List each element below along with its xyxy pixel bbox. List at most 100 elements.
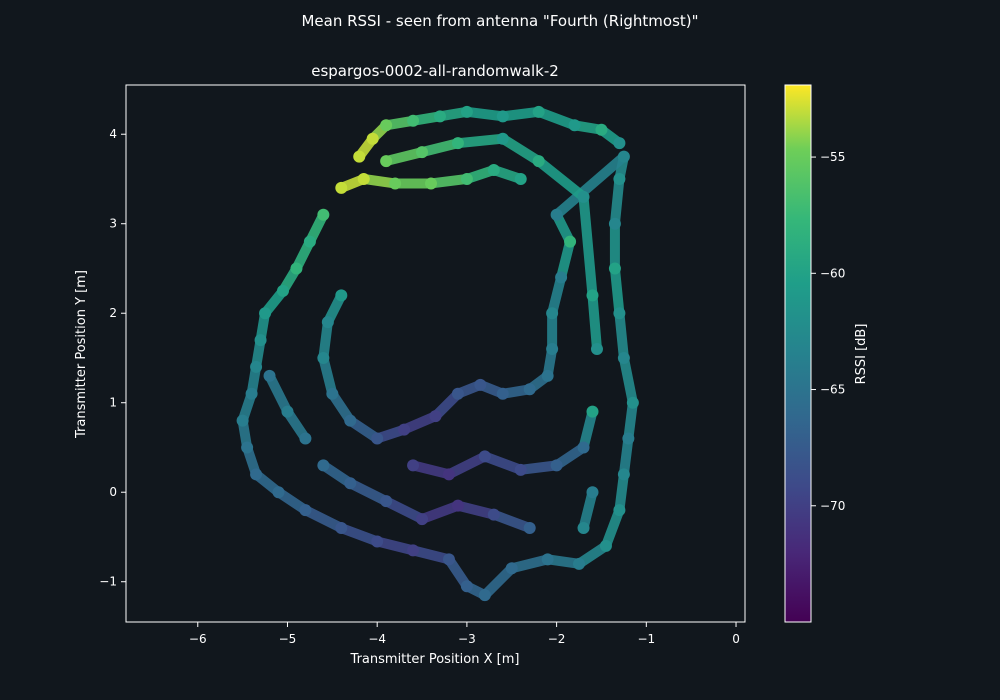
scatter-point xyxy=(321,316,334,329)
scatter-point xyxy=(451,137,464,150)
scatter-point xyxy=(335,522,348,535)
scatter-point xyxy=(335,181,348,194)
scatter-point xyxy=(496,132,509,145)
scatter-point xyxy=(317,351,330,364)
scatter-point xyxy=(514,172,527,185)
scatter-point xyxy=(317,459,330,472)
scatter-point xyxy=(613,172,626,185)
scatter-point xyxy=(505,562,518,575)
scatter-point xyxy=(474,378,487,391)
colorbar-tick-label: −65 xyxy=(820,383,845,397)
scatter-point xyxy=(276,284,289,297)
scatter-point xyxy=(236,414,249,427)
scatter-point xyxy=(366,132,379,145)
scatter-point xyxy=(241,441,254,454)
scatter-point xyxy=(496,387,509,400)
scatter-point xyxy=(416,513,429,526)
scatter-point xyxy=(550,208,563,221)
x-tick-label: −2 xyxy=(548,632,566,646)
scatter-point xyxy=(290,262,303,275)
scatter-point xyxy=(568,119,581,132)
trajectory-segment xyxy=(609,263,625,319)
trajectory-segment xyxy=(614,469,629,516)
scatter-point xyxy=(586,405,599,418)
trajectory-segment xyxy=(461,106,508,122)
scatter-point xyxy=(617,150,630,163)
trajectory-segment xyxy=(318,317,333,363)
colorbar-tick-label: −60 xyxy=(820,266,845,280)
trajectory-segment xyxy=(417,500,463,525)
scatter-point xyxy=(496,110,509,123)
x-axis-label: Transmitter Position X [m] xyxy=(350,652,520,667)
scatter-point xyxy=(532,155,545,168)
trajectory-segment xyxy=(426,173,472,189)
scatter-point xyxy=(550,459,563,472)
scatter-point xyxy=(259,307,272,320)
scatter-point xyxy=(317,208,330,221)
scatter-point xyxy=(577,190,590,203)
scatter-point xyxy=(442,553,455,566)
trajectory-segment xyxy=(547,272,567,319)
scatter-point xyxy=(487,164,500,177)
x-tick-label: −4 xyxy=(368,632,386,646)
plot-area-frame xyxy=(125,84,746,623)
scatter-point xyxy=(523,522,536,535)
scatter-point xyxy=(514,463,527,476)
trajectory-segment xyxy=(578,406,598,453)
trajectory-segment xyxy=(618,433,634,480)
scatter-point xyxy=(380,119,393,132)
scatter-point xyxy=(599,539,612,552)
scatter-point xyxy=(460,105,473,118)
scatter-point xyxy=(326,387,339,400)
trajectory-segment xyxy=(264,370,293,417)
scatter-point xyxy=(487,508,500,521)
scatter-point xyxy=(622,432,635,445)
trajectory-segment xyxy=(556,236,576,283)
scatter-point xyxy=(250,360,263,373)
trajectory-segment xyxy=(408,545,454,565)
scatter-point xyxy=(590,343,603,356)
scatter-point xyxy=(281,405,294,418)
scatter-points xyxy=(236,105,639,602)
trajectory-segment xyxy=(609,173,625,229)
trajectory-segment xyxy=(533,156,589,202)
scatter-point xyxy=(254,334,267,347)
trajectory-segment xyxy=(488,509,535,534)
scatter-point xyxy=(595,123,608,136)
scatter-point xyxy=(389,177,402,190)
trajectory-segment xyxy=(381,496,428,525)
trajectory-segment xyxy=(452,500,499,520)
scatter-point xyxy=(478,589,491,602)
scatter-point xyxy=(353,150,366,163)
trajectory-segment xyxy=(452,133,508,149)
colorbar-tick-label: −70 xyxy=(820,499,845,513)
colorbar xyxy=(784,84,812,623)
chart-title: espargos-0002-all-randomwalk-2 xyxy=(311,62,559,80)
scatter-point xyxy=(250,468,263,481)
x-axis-ticks: −6 −5 −4 −3 −2 −1 0 xyxy=(189,622,740,646)
trajectory-segment xyxy=(318,352,338,399)
scatter-point xyxy=(407,114,420,127)
trajectory-segment xyxy=(479,451,526,475)
trajectory-segment xyxy=(336,523,383,547)
scatter-point xyxy=(245,387,258,400)
scatter-point xyxy=(613,504,626,517)
trajectory-segment xyxy=(551,151,629,220)
scatter-point xyxy=(546,307,559,320)
trajectory-segment xyxy=(578,487,598,534)
scatter-point xyxy=(442,468,455,481)
trajectory-segment xyxy=(408,460,454,480)
scatter-point xyxy=(371,432,384,445)
scatter-point xyxy=(523,383,536,396)
trajectory-segment xyxy=(443,451,490,480)
scatter-point xyxy=(425,177,438,190)
scatter-point xyxy=(263,369,276,382)
trajectory-segment xyxy=(345,478,392,507)
trajectory-segment xyxy=(515,460,562,475)
y-tick-label: 3 xyxy=(109,217,117,231)
x-tick-label: 0 xyxy=(732,632,740,646)
scatter-point xyxy=(371,535,384,548)
scatter-point xyxy=(460,580,473,593)
scatter-point xyxy=(617,351,630,364)
